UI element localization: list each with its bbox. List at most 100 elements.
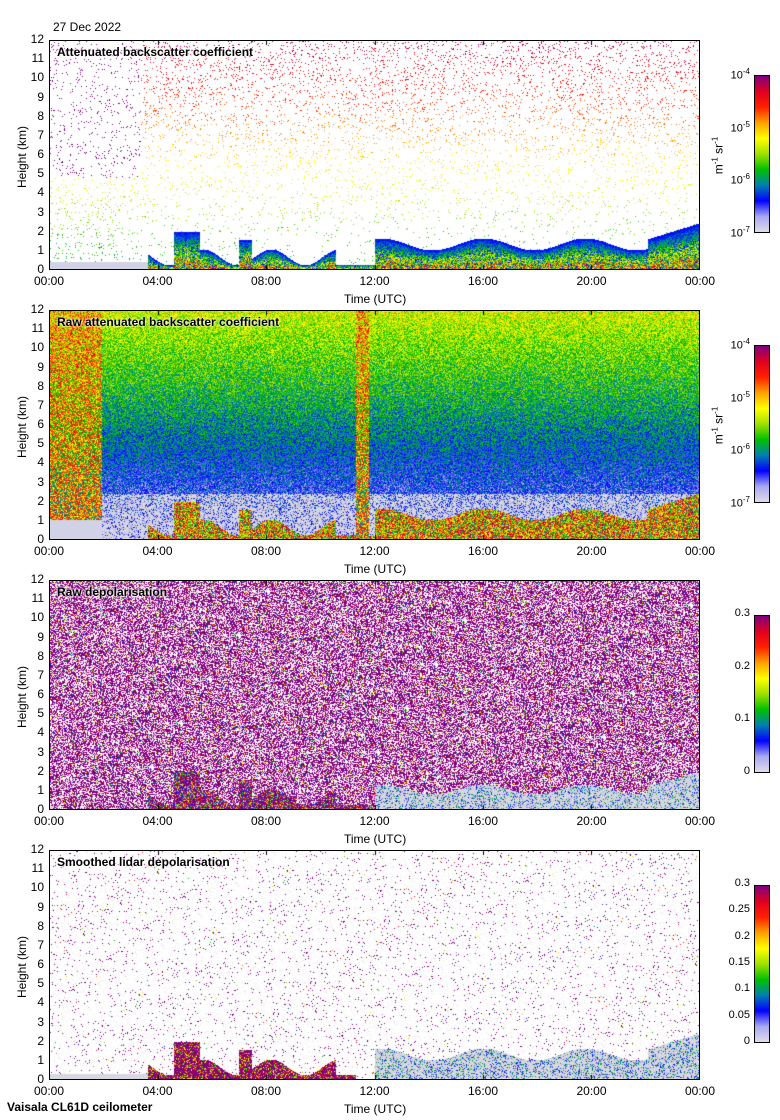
colorbar-tick: 10-6 bbox=[730, 172, 750, 187]
x-tick-label: 00:00 bbox=[684, 544, 716, 558]
colorbar-tick: 10-7 bbox=[730, 225, 750, 240]
y-tick-label: 11 bbox=[31, 321, 44, 336]
y-tick-label: 10 bbox=[30, 880, 44, 895]
y-tick-label: 10 bbox=[30, 610, 44, 625]
x-tick-label: 04:00 bbox=[142, 544, 173, 558]
heatmap-canvas bbox=[50, 581, 699, 809]
x-tick-label: 00:00 bbox=[33, 544, 65, 558]
y-tick-label: 6 bbox=[37, 417, 44, 431]
y-tick-label: 6 bbox=[37, 147, 44, 161]
colorbar-tick: 10-4 bbox=[730, 67, 750, 82]
colorbar-tick: 10-7 bbox=[730, 495, 750, 510]
x-axis-label: Time (UTC) bbox=[344, 562, 407, 576]
x-tick-label: 00:00 bbox=[684, 274, 716, 288]
colorbar-tick: 0.3 bbox=[734, 877, 750, 889]
y-tick-label: 5 bbox=[37, 706, 44, 721]
y-tick-label: 7 bbox=[37, 397, 44, 412]
x-tick-label: 20:00 bbox=[576, 814, 607, 828]
y-tick-label: 1 bbox=[37, 242, 44, 257]
x-tick-label: 16:00 bbox=[467, 1084, 499, 1098]
x-tick-label: 12:00 bbox=[359, 544, 390, 558]
panel-title: Attenuated backscatter coefficient bbox=[57, 45, 254, 59]
colorbar-tick: 0.1 bbox=[734, 712, 750, 725]
y-tick-label: 7 bbox=[37, 127, 44, 142]
y-tick-label: 12 bbox=[30, 572, 44, 586]
x-tick-label: 08:00 bbox=[250, 544, 282, 558]
colorbar bbox=[754, 345, 770, 503]
colorbar-unit: m-1 sr-1 bbox=[710, 136, 726, 175]
colorbar-tick: 0.15 bbox=[728, 956, 750, 968]
y-tick-label: 4 bbox=[37, 725, 44, 740]
colorbar-tick: 0.2 bbox=[734, 659, 750, 672]
colorbar-unit: m-1 sr-1 bbox=[710, 406, 726, 445]
colorbar bbox=[754, 75, 770, 233]
plot-area: Raw depolarisation bbox=[49, 580, 700, 810]
y-axis-label: Height (km) bbox=[15, 396, 29, 459]
x-tick-label: 20:00 bbox=[576, 544, 607, 558]
plot-area: Smoothed lidar depolarisation bbox=[49, 850, 700, 1080]
y-tick-label: 0 bbox=[37, 1072, 44, 1086]
colorbar-tick: 0.1 bbox=[734, 982, 750, 995]
y-tick-label: 10 bbox=[30, 70, 44, 85]
y-tick-label: 9 bbox=[37, 629, 44, 644]
x-tick-label: 00:00 bbox=[33, 1084, 65, 1098]
heatmap-canvas bbox=[50, 311, 699, 539]
y-tick-label: 4 bbox=[37, 995, 44, 1010]
y-tick-label: 10 bbox=[30, 340, 44, 355]
plot-area: Raw attenuated backscatter coefficient bbox=[49, 310, 700, 540]
y-tick-label: 8 bbox=[37, 918, 44, 933]
panel-raw-depol: Raw depolarisation 0 1 2 3 4 5 6 7 8 9 10 11 12 00:00 0… bbox=[0, 572, 780, 850]
y-tick-label: 9 bbox=[37, 899, 44, 914]
x-tick-label: 08:00 bbox=[250, 274, 282, 288]
date-label: 27 Dec 2022 bbox=[53, 20, 122, 34]
y-tick-label: 0 bbox=[37, 802, 44, 816]
colorbar-tick: 0 bbox=[743, 1035, 750, 1047]
y-tick-label: 11 bbox=[31, 51, 44, 66]
y-tick-label: 5 bbox=[37, 976, 44, 991]
y-tick-label: 11 bbox=[31, 591, 44, 606]
y-tick-label: 11 bbox=[31, 861, 44, 876]
y-tick-label: 1 bbox=[37, 512, 44, 527]
y-tick-label: 3 bbox=[37, 1014, 44, 1029]
heatmap-canvas bbox=[50, 41, 699, 269]
y-tick-label: 9 bbox=[37, 359, 44, 374]
y-axis-label: Height (km) bbox=[15, 936, 29, 999]
colorbar-tick: 10-5 bbox=[730, 119, 750, 135]
colorbar-tick: 0.3 bbox=[734, 607, 750, 619]
y-tick-label: 12 bbox=[30, 842, 44, 856]
y-axis-label: Height (km) bbox=[15, 126, 29, 189]
x-tick-label: 04:00 bbox=[142, 814, 173, 828]
panel-raw-backscatter: Raw attenuated backscatter coefficient 0 1… bbox=[0, 302, 780, 580]
x-axis-label: Time (UTC) bbox=[344, 292, 407, 306]
panel-title: Smoothed lidar depolarisation bbox=[57, 855, 230, 869]
y-tick-label: 8 bbox=[37, 648, 44, 663]
panel-title: Raw depolarisation bbox=[57, 585, 168, 599]
plot-area: Attenuated backscatter coefficient bbox=[49, 40, 700, 270]
y-tick-label: 3 bbox=[37, 204, 44, 219]
y-tick-label: 2 bbox=[37, 763, 44, 778]
colorbar bbox=[754, 615, 770, 773]
y-tick-label: 2 bbox=[37, 223, 44, 238]
x-tick-label: 16:00 bbox=[467, 814, 499, 828]
y-tick-label: 2 bbox=[37, 493, 44, 508]
x-axis-label: Time (UTC) bbox=[344, 832, 407, 846]
y-tick-label: 12 bbox=[30, 302, 44, 316]
y-tick-label: 7 bbox=[37, 937, 44, 952]
colorbar-tick: 0 bbox=[743, 765, 750, 777]
y-tick-label: 4 bbox=[37, 185, 44, 200]
x-tick-label: 16:00 bbox=[467, 274, 499, 288]
colorbar-tick: 10-4 bbox=[730, 337, 750, 352]
y-tick-label: 3 bbox=[37, 474, 44, 489]
y-tick-label: 4 bbox=[37, 455, 44, 470]
colorbar-tick: 10-6 bbox=[730, 442, 750, 457]
colorbar-tick: 0.2 bbox=[734, 929, 750, 942]
x-tick-label: 00:00 bbox=[33, 814, 65, 828]
x-tick-label: 08:00 bbox=[250, 814, 282, 828]
colorbar-tick: 0.25 bbox=[728, 903, 750, 916]
colorbar-tick: 10-5 bbox=[730, 389, 750, 405]
y-tick-label: 3 bbox=[37, 744, 44, 759]
colorbar-tick: 0.05 bbox=[728, 1008, 750, 1021]
y-tick-label: 0 bbox=[37, 532, 44, 546]
x-tick-label: 16:00 bbox=[467, 544, 499, 558]
